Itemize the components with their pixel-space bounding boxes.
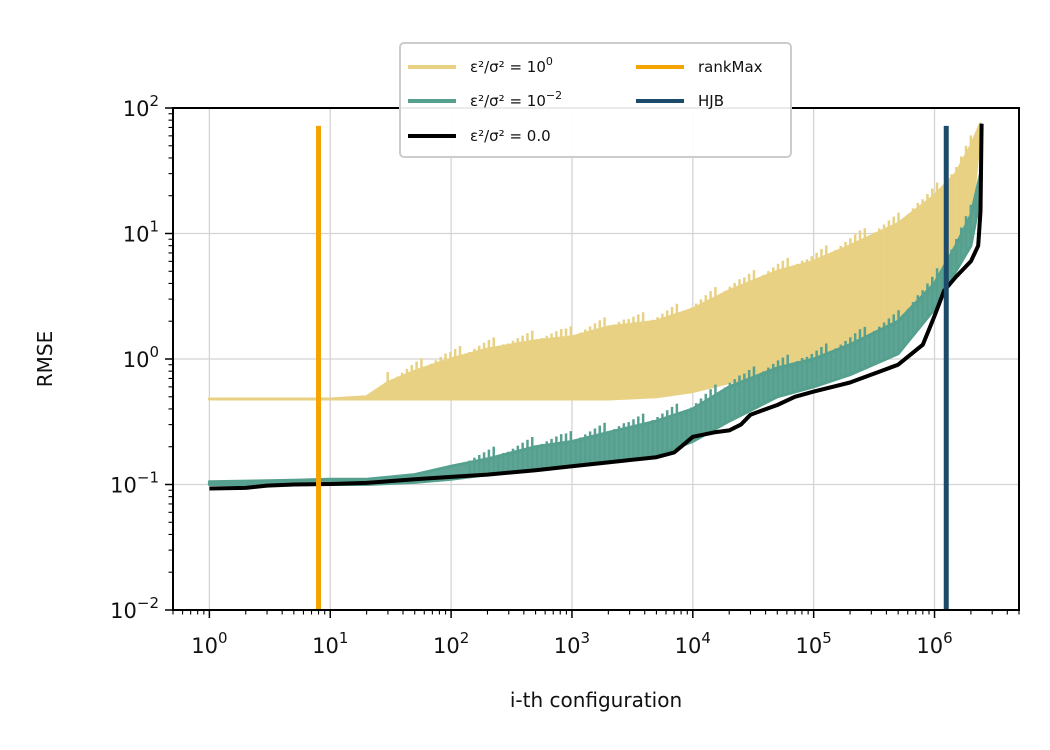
line-series-2: [209, 123, 984, 491]
x-tick-base: 10: [675, 634, 702, 658]
legend-label: HJB: [698, 92, 724, 110]
y-tick-exp: −1: [137, 469, 159, 487]
y-tick-exp: 0: [149, 343, 159, 361]
y-tick-base: 10: [123, 348, 150, 372]
legend-label: rankMax: [698, 58, 763, 76]
y-tick-label: 102: [123, 92, 159, 121]
legend-label-main: ε²/σ² = 10: [470, 58, 546, 76]
x-tick-exp: 2: [460, 629, 470, 647]
legend-label: ε²/σ² = 10−2: [470, 89, 562, 110]
y-tick-base: 10: [110, 474, 137, 498]
y-tick-exp: −2: [137, 594, 159, 612]
legend-label-main: ε²/σ² = 0.0: [470, 127, 551, 145]
band-spikes: [468, 194, 977, 477]
y-tick-label: 101: [123, 218, 159, 247]
y-tick-label: 10−1: [110, 469, 159, 498]
x-tick-label: 103: [554, 629, 590, 658]
legend-box: [399, 42, 792, 158]
legend-label-exp: −2: [546, 89, 562, 102]
y-tick-base: 10: [110, 599, 137, 623]
legend-label-exp: 0: [546, 55, 553, 68]
x-tick-label: 102: [433, 629, 469, 658]
x-tick-exp: 3: [581, 629, 591, 647]
x-tick-exp: 6: [943, 629, 953, 647]
x-tick-exp: 1: [339, 629, 349, 647]
x-tick-exp: 4: [701, 629, 711, 647]
x-tick-base: 10: [312, 634, 339, 658]
legend-label-main: rankMax: [698, 58, 763, 76]
x-tick-exp: 0: [218, 629, 228, 647]
y-tick-exp: 1: [149, 218, 159, 236]
legend-label-main: HJB: [698, 92, 724, 110]
y-tick-exp: 2: [149, 92, 159, 110]
y-tick-base: 10: [123, 223, 150, 247]
x-tick-label: 104: [675, 629, 711, 658]
x-tick-exp: 5: [822, 629, 832, 647]
x-tick-base: 10: [554, 634, 581, 658]
x-tick-base: 10: [916, 634, 943, 658]
x-tick-base: 10: [796, 634, 823, 658]
legend-entry-0: ε²/σ² = 100: [408, 55, 553, 76]
x-tick-label: 105: [796, 629, 832, 658]
series-layer: [207, 122, 984, 610]
x-tick-base: 10: [191, 634, 218, 658]
legend-entry-3: rankMax: [636, 58, 763, 76]
legend-label: ε²/σ² = 0.0: [470, 127, 551, 145]
legend-label: ε²/σ² = 100: [470, 55, 553, 76]
y-axis-label: RMSE: [33, 331, 57, 387]
x-tick-base: 10: [433, 634, 460, 658]
x-axis-label: i-th configuration: [510, 688, 682, 712]
axis-ticks: [165, 107, 1020, 618]
legend-entry-1: ε²/σ² = 10−2: [408, 89, 562, 110]
legend-entry-4: HJB: [636, 92, 724, 110]
x-tick-label: 101: [312, 629, 348, 658]
y-tick-label: 100: [123, 343, 159, 372]
x-tick-label: 106: [916, 629, 952, 658]
y-tick-label: 10−2: [110, 594, 159, 623]
y-tick-base: 10: [123, 97, 150, 121]
legend-entry-2: ε²/σ² = 0.0: [408, 127, 551, 145]
x-tick-label: 100: [191, 629, 227, 658]
legend-label-main: ε²/σ² = 10: [470, 92, 546, 110]
